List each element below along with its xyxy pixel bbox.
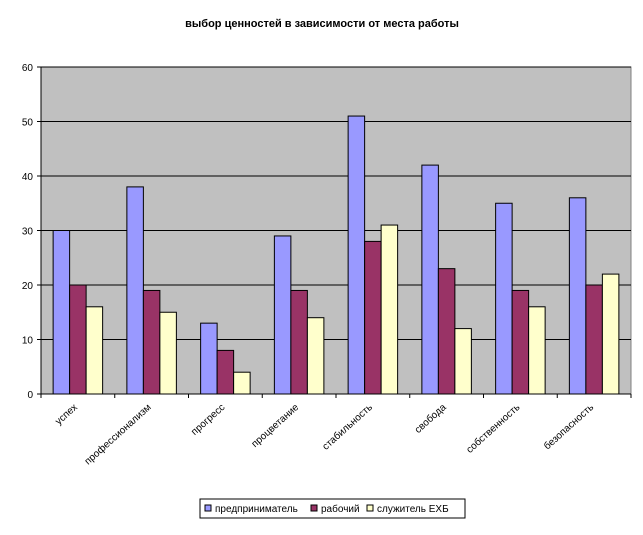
bar	[200, 322, 218, 395]
x-tick-label: собственность	[464, 401, 523, 455]
bar	[568, 197, 587, 395]
x-tick-label: свобода	[412, 401, 449, 436]
bar	[126, 186, 144, 395]
bar	[601, 273, 620, 395]
y-tick-label: 40	[22, 172, 34, 183]
bar	[290, 289, 308, 395]
bar	[495, 202, 513, 395]
bar	[347, 115, 366, 395]
legend-swatch	[204, 504, 212, 512]
y-tick-label: 30	[22, 227, 34, 238]
bar	[273, 235, 292, 395]
bar	[216, 349, 235, 395]
bar	[142, 289, 161, 395]
x-tick-label: успех	[53, 402, 79, 427]
legend-swatch	[366, 504, 374, 512]
legend-swatch	[310, 504, 318, 512]
bars	[52, 115, 620, 395]
bar	[69, 284, 87, 395]
bar	[52, 230, 71, 395]
bar	[511, 289, 530, 395]
y-tick-label: 60	[22, 63, 34, 74]
bar	[528, 306, 546, 395]
y-tick-label: 10	[22, 336, 34, 347]
y-tick-label: 20	[22, 281, 34, 292]
y-tick-label: 0	[27, 390, 33, 401]
x-tick-label: прогресс	[189, 402, 227, 438]
bar	[454, 328, 472, 395]
bar	[380, 224, 399, 395]
legend-label: служитель ЕХБ	[377, 504, 449, 515]
legend-box	[199, 498, 466, 519]
y-tick-label: 50	[22, 118, 34, 129]
legend-label: предприниматель	[215, 504, 298, 515]
x-tick-label: процветание	[250, 402, 302, 450]
bar	[364, 240, 382, 395]
x-axis: успех профессионализм прогресс процветание с…	[40, 393, 632, 467]
legend: предприниматель рабочий служитель ЕХБ	[199, 498, 466, 519]
legend-label: рабочий	[321, 503, 360, 515]
bar	[159, 311, 177, 395]
bar	[421, 164, 439, 395]
y-axis: 0 10 20 30 40 50 60	[22, 63, 42, 401]
x-tick-label: безопасность	[541, 401, 596, 452]
x-tick-label: стабильность	[320, 401, 375, 452]
chart-title: выбор ценностей в зависимости от места р…	[185, 18, 459, 30]
bar	[585, 284, 603, 395]
bar	[437, 268, 456, 395]
bar	[85, 306, 104, 395]
x-tick-label: профессионализм	[82, 401, 154, 467]
bar	[233, 371, 251, 395]
bar	[306, 317, 325, 395]
